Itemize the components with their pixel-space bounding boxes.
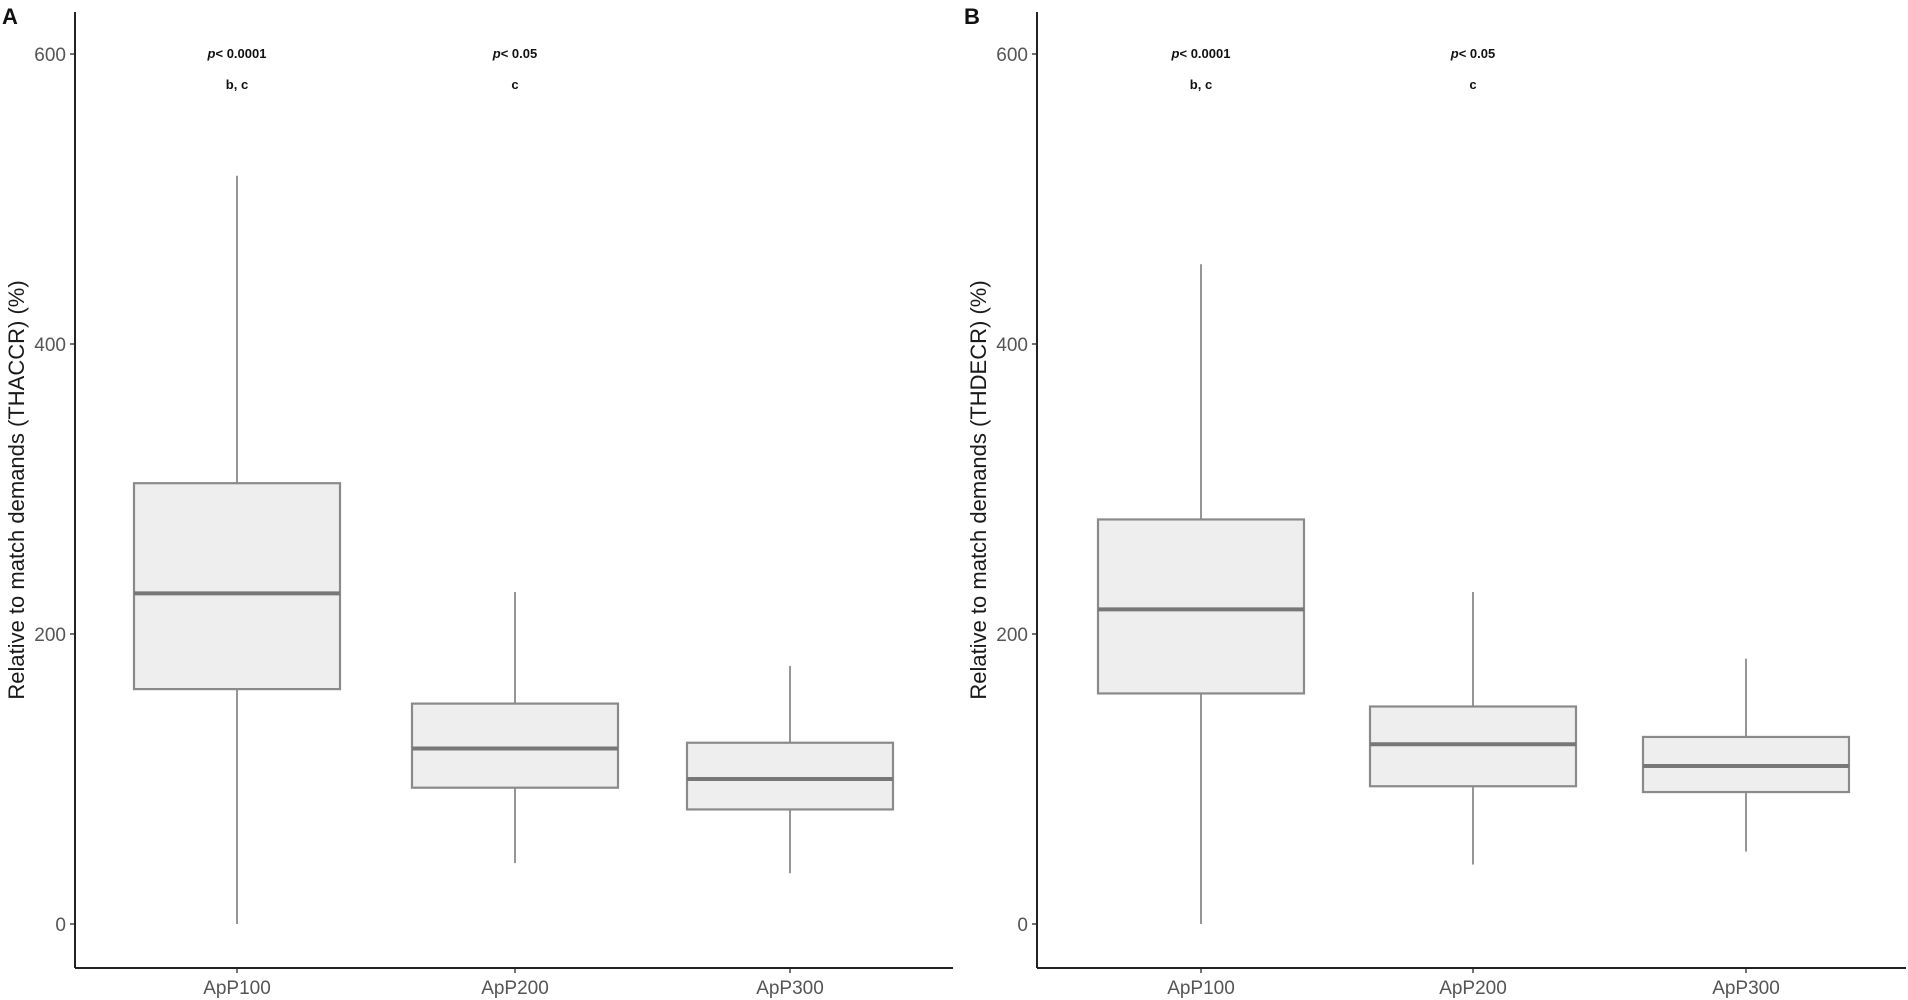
boxplot-app100 [1096, 264, 1306, 924]
boxplots [132, 175, 895, 924]
y-tick-label: 0 [1017, 915, 1028, 936]
p-value-text: < 0.05 [501, 46, 538, 61]
y-ticks: 0 200 400 600 [34, 45, 75, 936]
y-tick-label: 200 [996, 625, 1028, 646]
significance-letters: c [511, 77, 518, 92]
y-tick-label: 400 [34, 335, 66, 356]
p-value-annotation: p< 0.05 [1450, 46, 1495, 61]
iqr-box [1368, 705, 1578, 788]
y-axis-title: Relative to match demands (THDECR) (%) [966, 280, 991, 699]
significance-letters: b, c [1190, 77, 1212, 92]
boxplot-app300 [685, 665, 895, 874]
p-symbol: p [207, 46, 216, 61]
boxplot-app300 [1641, 658, 1851, 852]
panel-label: B [964, 4, 980, 29]
p-symbol: p [1171, 46, 1180, 61]
p-symbol: p [1450, 46, 1459, 61]
iqr-box [1096, 518, 1306, 695]
iqr-box [132, 482, 342, 691]
p-value-annotation: p< 0.05 [492, 46, 537, 61]
significance-letters: c [1469, 77, 1476, 92]
boxplot-app200 [1368, 591, 1578, 865]
y-axis-title: Relative to match demands (THACCR) (%) [4, 280, 29, 699]
boxplots [1096, 264, 1851, 924]
x-tick-label: ApP300 [756, 978, 824, 999]
boxplot-app200 [410, 591, 620, 864]
x-tick-label: ApP200 [481, 978, 549, 999]
panel-a: A Relative to match demands (THACCR) (%)… [2, 4, 953, 999]
x-tick-label: ApP300 [1712, 978, 1780, 999]
x-tick-label: ApP100 [1167, 978, 1235, 999]
x-tick-label: ApP200 [1439, 978, 1507, 999]
p-value-annotation: p< 0.0001 [207, 46, 267, 61]
p-value-text: < 0.0001 [215, 46, 266, 61]
y-tick-label: 200 [34, 625, 66, 646]
y-tick-label: 400 [996, 335, 1028, 356]
y-ticks: 0 200 400 600 [996, 45, 1037, 936]
panel-b: B Relative to match demands (THDECR) (%)… [964, 4, 1906, 999]
iqr-box [410, 702, 620, 789]
p-value-text: < 0.05 [1459, 46, 1496, 61]
y-tick-label: 600 [34, 45, 66, 66]
x-tick-label: ApP100 [203, 978, 271, 999]
p-symbol: p [492, 46, 501, 61]
p-value-annotation: p< 0.0001 [1171, 46, 1231, 61]
iqr-box [685, 741, 895, 811]
p-value-text: < 0.0001 [1179, 46, 1230, 61]
x-ticks: ApP100 ApP200 ApP300 [203, 968, 824, 999]
y-tick-label: 600 [996, 45, 1028, 66]
significance-letters: b, c [226, 77, 248, 92]
y-tick-label: 0 [55, 915, 66, 936]
boxplot-app100 [132, 175, 342, 924]
panel-label: A [2, 4, 18, 29]
x-ticks: ApP100 ApP200 ApP300 [1167, 968, 1780, 999]
